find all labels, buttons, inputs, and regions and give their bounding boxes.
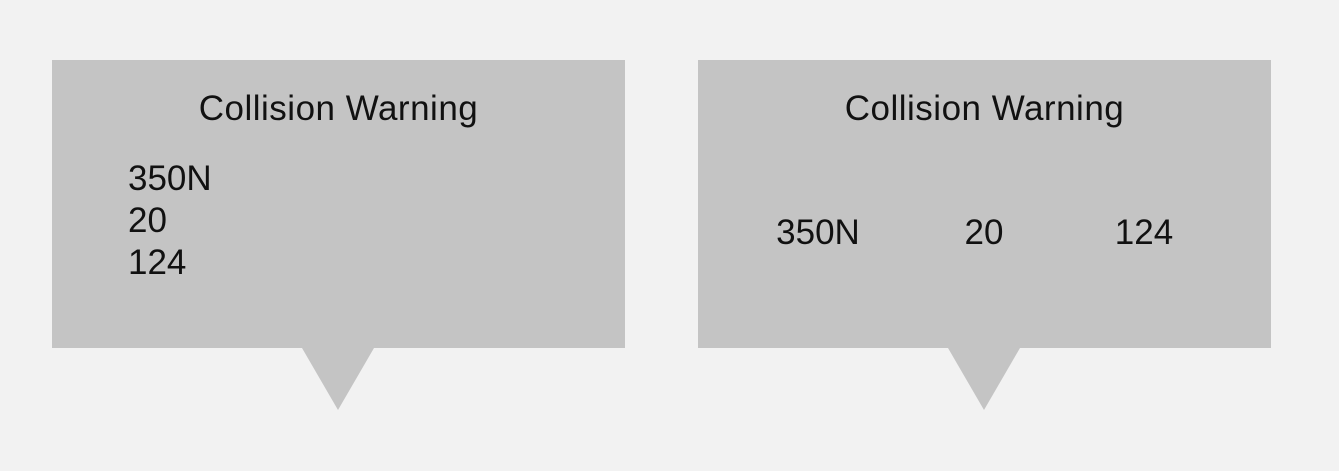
value-force: 350N — [128, 159, 212, 198]
callout-vertical-layout: Collision Warning 350N 20 124 — [52, 60, 625, 410]
callout-title: Collision Warning — [844, 89, 1125, 128]
callout-horizontal-layout: Collision Warning 350N 20 124 — [698, 60, 1271, 410]
value-second: 20 — [964, 213, 1004, 252]
value-stack: 350N 20 124 — [128, 158, 212, 284]
value-third: 124 — [1114, 213, 1174, 252]
value-third: 124 — [128, 243, 187, 282]
callout-title: Collision Warning — [198, 89, 479, 128]
value-second: 20 — [128, 201, 167, 240]
callout-pointer — [302, 348, 374, 410]
value-force: 350N — [776, 213, 860, 252]
callout-pointer — [948, 348, 1020, 410]
